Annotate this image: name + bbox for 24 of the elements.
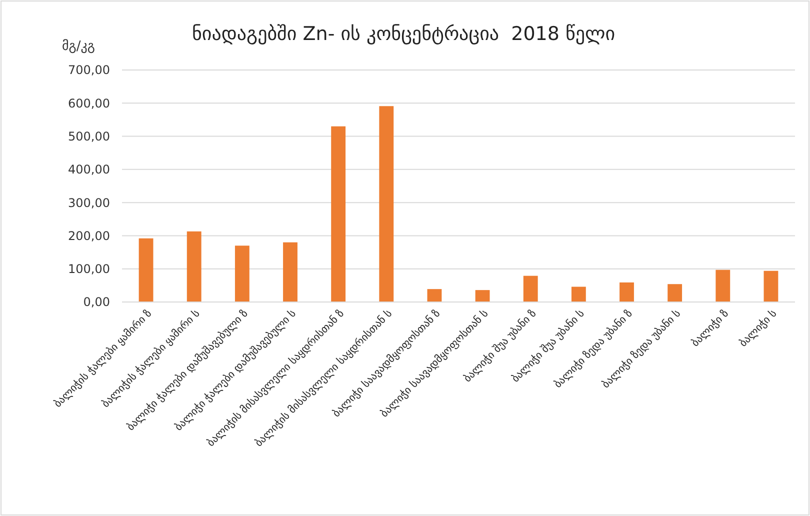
- y-tick-label: 0,00: [83, 295, 110, 310]
- bar: [379, 106, 394, 302]
- y-tick-label: 700,00: [68, 63, 110, 78]
- bar: [668, 284, 682, 302]
- bar: [186, 231, 202, 302]
- bar: [475, 290, 490, 302]
- bar: [571, 286, 586, 302]
- bar: [716, 270, 730, 302]
- y-tick-label: 500,00: [68, 129, 110, 144]
- bar: [138, 238, 154, 302]
- bar: [283, 242, 298, 302]
- y-tick-label: 300,00: [68, 196, 110, 210]
- bar: [427, 289, 442, 302]
- bar: [234, 246, 250, 302]
- bar: [331, 126, 346, 302]
- bar: [620, 282, 634, 302]
- bar: [764, 270, 778, 302]
- y-axis-title: მგ/კგ: [62, 39, 95, 54]
- y-tick-label: 200,00: [68, 228, 110, 243]
- y-tick-label: 400,00: [68, 162, 110, 177]
- bar: [523, 276, 538, 302]
- chart-title: ნიადაგებში Zn- ის კონცენტრაცია 2018 წელი: [192, 23, 616, 45]
- y-tick-label: 100,00: [68, 262, 110, 276]
- y-tick-label: 600,00: [68, 96, 110, 110]
